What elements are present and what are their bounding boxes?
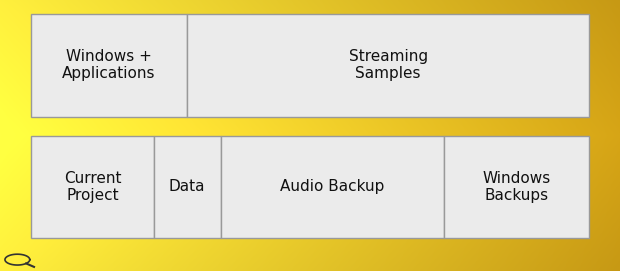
Bar <box>444 136 589 238</box>
Bar <box>31 136 154 238</box>
Text: Windows +
Applications: Windows + Applications <box>63 49 156 81</box>
Text: Audio Backup: Audio Backup <box>280 179 384 195</box>
Bar <box>31 14 187 117</box>
Bar <box>221 136 444 238</box>
Text: Windows
Backups: Windows Backups <box>482 171 551 203</box>
Bar <box>154 136 221 238</box>
Bar <box>187 14 589 117</box>
Text: Data: Data <box>169 179 205 195</box>
Text: Current
Project: Current Project <box>64 171 121 203</box>
Text: Streaming
Samples: Streaming Samples <box>348 49 428 81</box>
